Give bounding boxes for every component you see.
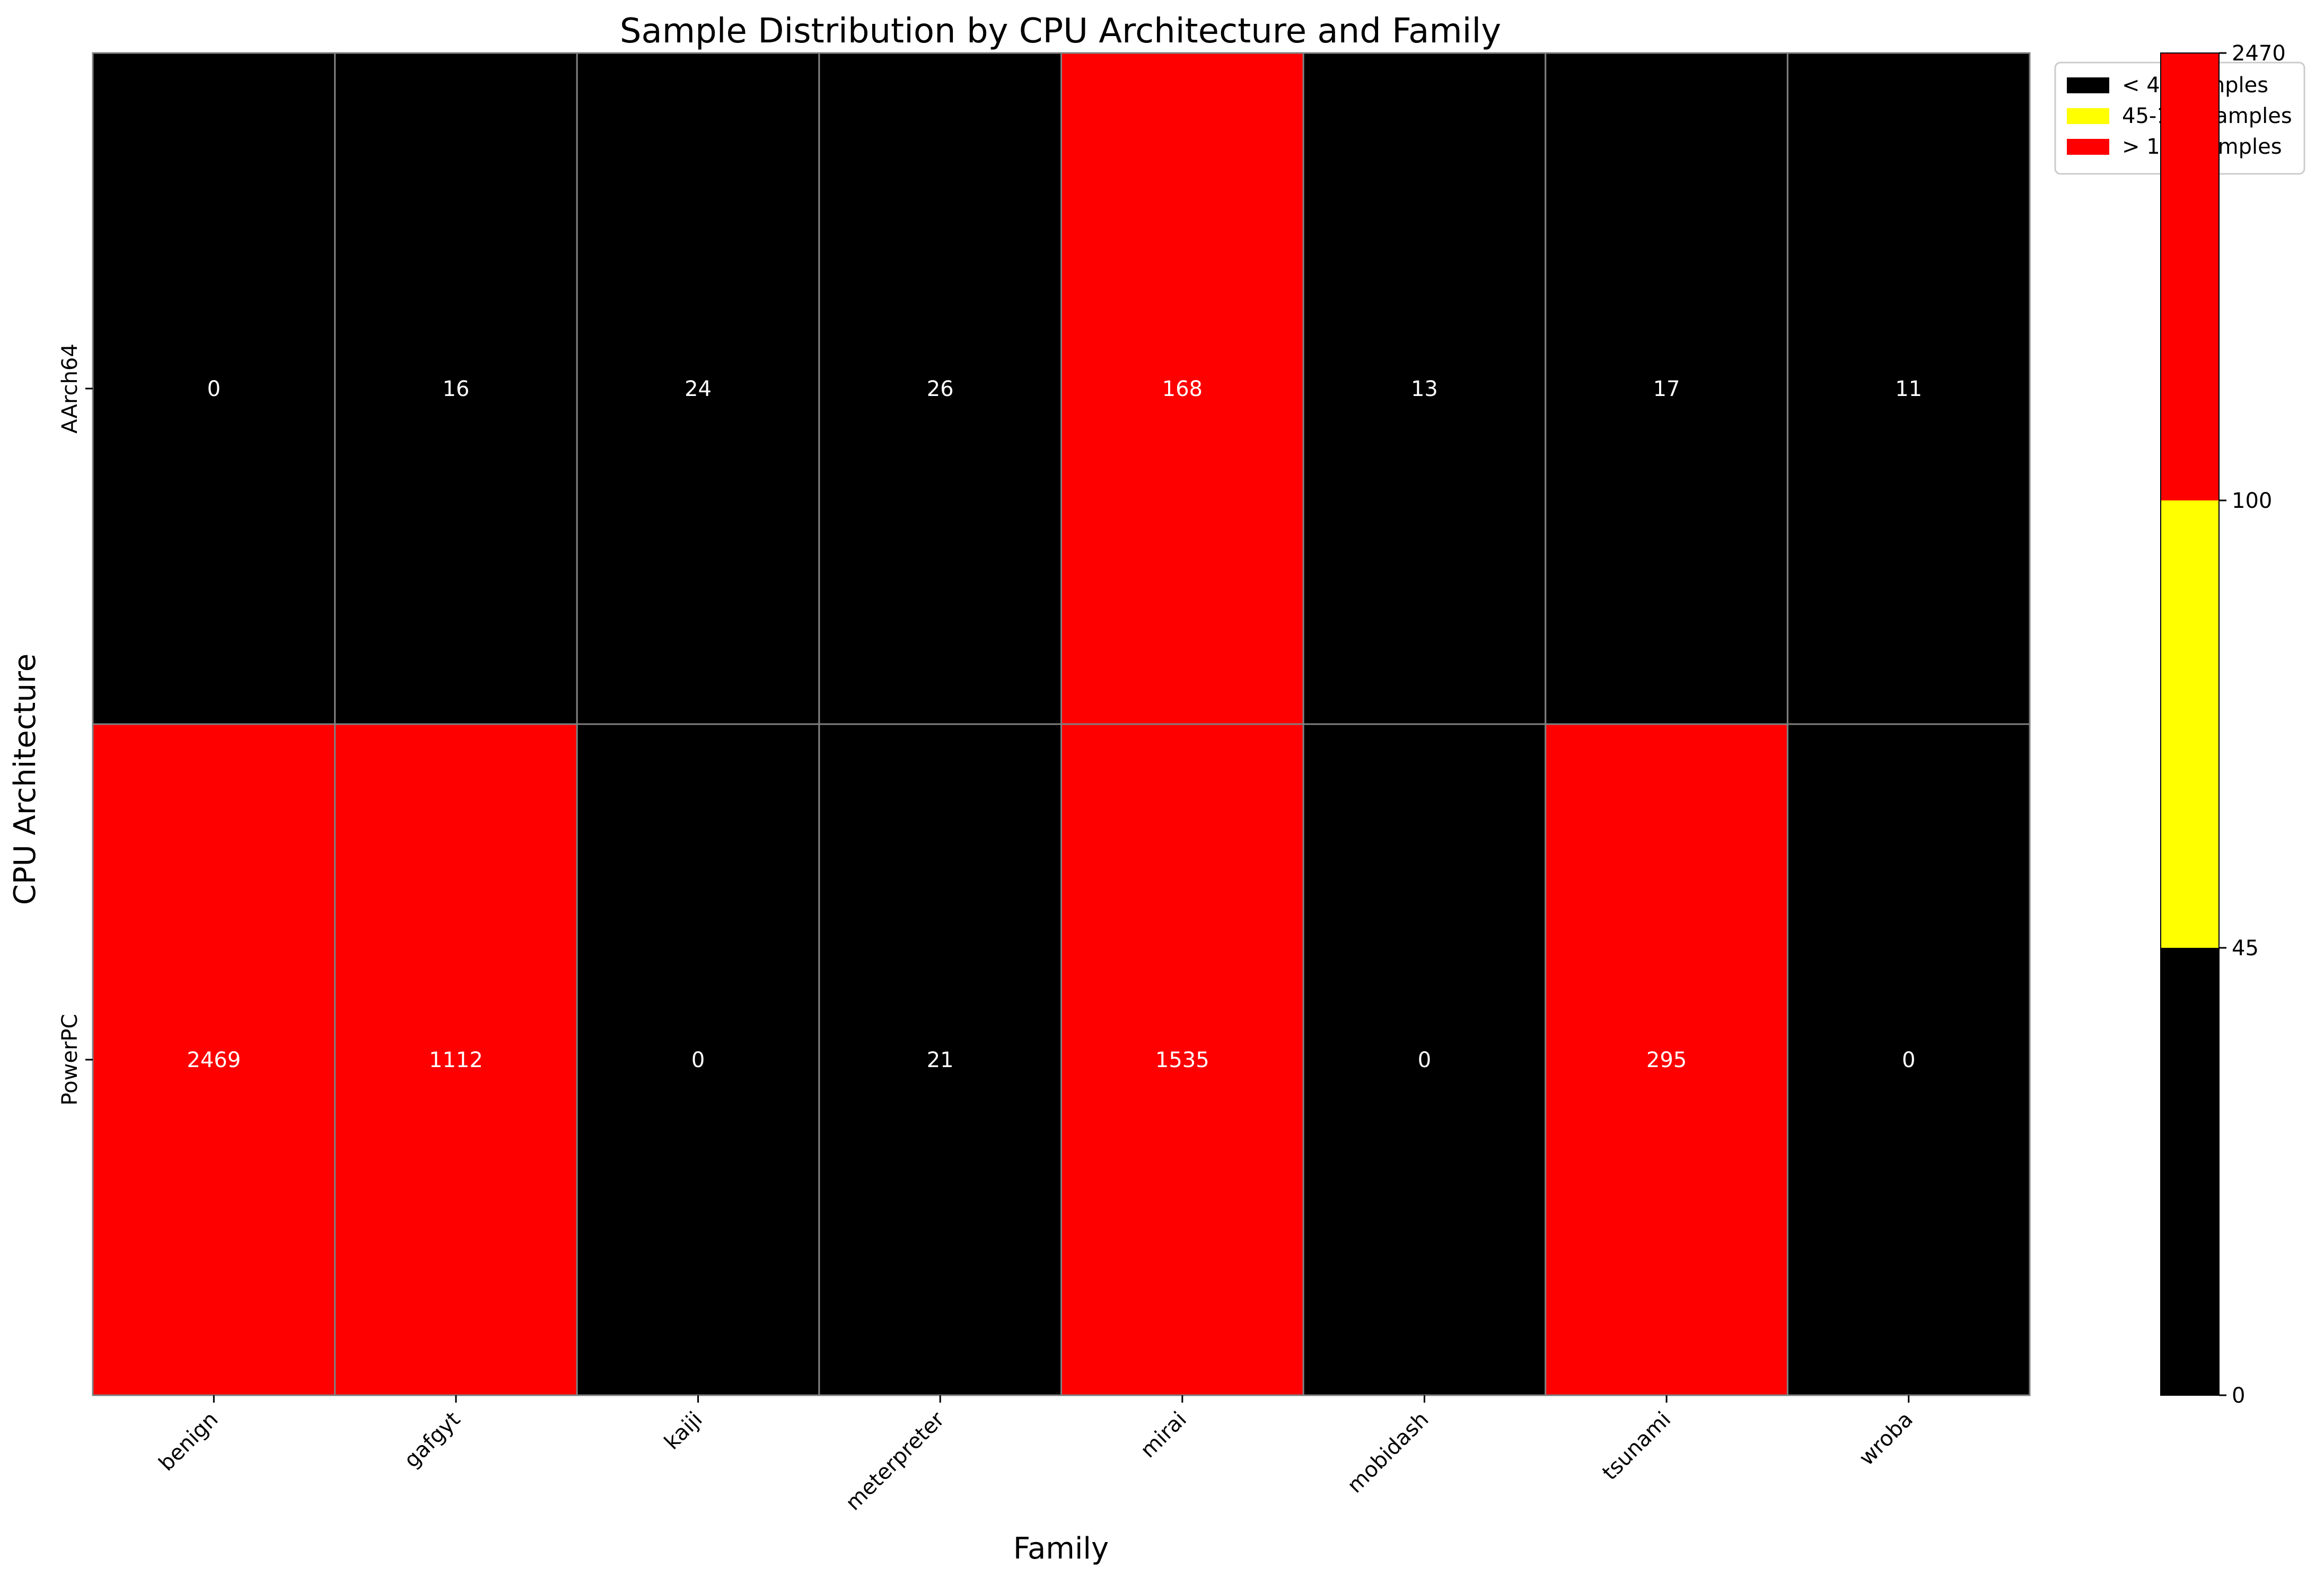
heatmap-cell <box>1302 52 1547 725</box>
heatmap-cell <box>1302 723 1547 1396</box>
cell-value-label: 13 <box>1411 377 1438 401</box>
legend-swatch <box>2067 77 2109 93</box>
heatmap-cell <box>1786 723 2031 1396</box>
cell-value-label: 0 <box>1902 1048 1915 1072</box>
x-tick-label: wroba <box>1855 1407 1918 1471</box>
y-axis-title: CPU Architecture <box>8 654 42 905</box>
heatmap-cell <box>818 52 1062 725</box>
heatmap-cell <box>576 52 820 725</box>
cell-value-label: 26 <box>927 377 954 401</box>
cell-value-label: 21 <box>927 1048 954 1072</box>
colorbar-band <box>2161 500 2219 948</box>
x-tick-label: mobidash <box>1343 1407 1433 1498</box>
heatmap-cell <box>1545 723 1788 1396</box>
cell-value-label: 0 <box>1418 1048 1431 1072</box>
y-tick-label: PowerPC <box>58 1014 82 1106</box>
chart-title: Sample Distribution by CPU Architecture … <box>620 12 1501 51</box>
cell-value-label: 2469 <box>187 1048 241 1072</box>
cell-value-label: 17 <box>1653 377 1680 401</box>
cell-value-label: 0 <box>207 377 221 401</box>
heatmap-cell-labels: 0 16 24 26 168 13 17 11 2469 1112 0 21 1535 0 295 0 <box>187 377 1922 1072</box>
heatmap-cell <box>334 52 578 725</box>
heatmap-cell <box>1545 52 1788 725</box>
colorbar-band <box>2161 53 2219 500</box>
heatmap-cell <box>1786 52 2031 725</box>
colorbar-frame <box>2160 52 2220 1396</box>
x-axis-title: Family <box>1013 1531 1109 1566</box>
x-tick-label: kaiji <box>660 1407 707 1455</box>
legend-swatch <box>2067 139 2109 155</box>
colorbar-band <box>2161 948 2219 1395</box>
heatmap-cells <box>92 52 2031 1396</box>
heatmap-cell <box>92 52 336 725</box>
colorbar-tick-label: 100 <box>2232 489 2272 513</box>
cell-value-label: 1535 <box>1155 1048 1209 1072</box>
y-tick-label: AArch64 <box>58 344 82 434</box>
x-tick-label: tsunami <box>1598 1407 1676 1485</box>
colorbar-tick-label: 2470 <box>2232 41 2286 66</box>
legend-swatch <box>2067 108 2109 124</box>
x-tick-label: benign <box>154 1407 223 1476</box>
heatmap-cell <box>1060 52 1304 725</box>
heatmap-cell <box>334 723 578 1396</box>
cell-value-label: 295 <box>1646 1048 1687 1072</box>
x-tick-label: meterpreter <box>841 1407 949 1515</box>
cell-value-label: 24 <box>685 377 712 401</box>
cell-value-label: 16 <box>442 377 469 401</box>
cell-value-label: 168 <box>1162 377 1203 401</box>
heatmap-cell <box>1060 723 1304 1396</box>
cell-value-label: 0 <box>691 1048 705 1072</box>
y-axis: AArch64 PowerPC <box>58 344 93 1106</box>
cell-value-label: 1112 <box>429 1048 483 1072</box>
x-tick-label: mirai <box>1136 1407 1191 1463</box>
colorbar: 0 45 100 2470 <box>2160 41 2286 1408</box>
colorbar-tick-label: 45 <box>2232 936 2259 961</box>
x-axis: benign gafgyt kaiji meterpreter mirai mobidas… <box>154 1395 1918 1516</box>
heatmap-cell <box>818 723 1062 1396</box>
cell-value-label: 11 <box>1895 377 1922 401</box>
x-tick-label: gafgyt <box>399 1407 465 1473</box>
colorbar-tick-label: 0 <box>2232 1384 2245 1408</box>
